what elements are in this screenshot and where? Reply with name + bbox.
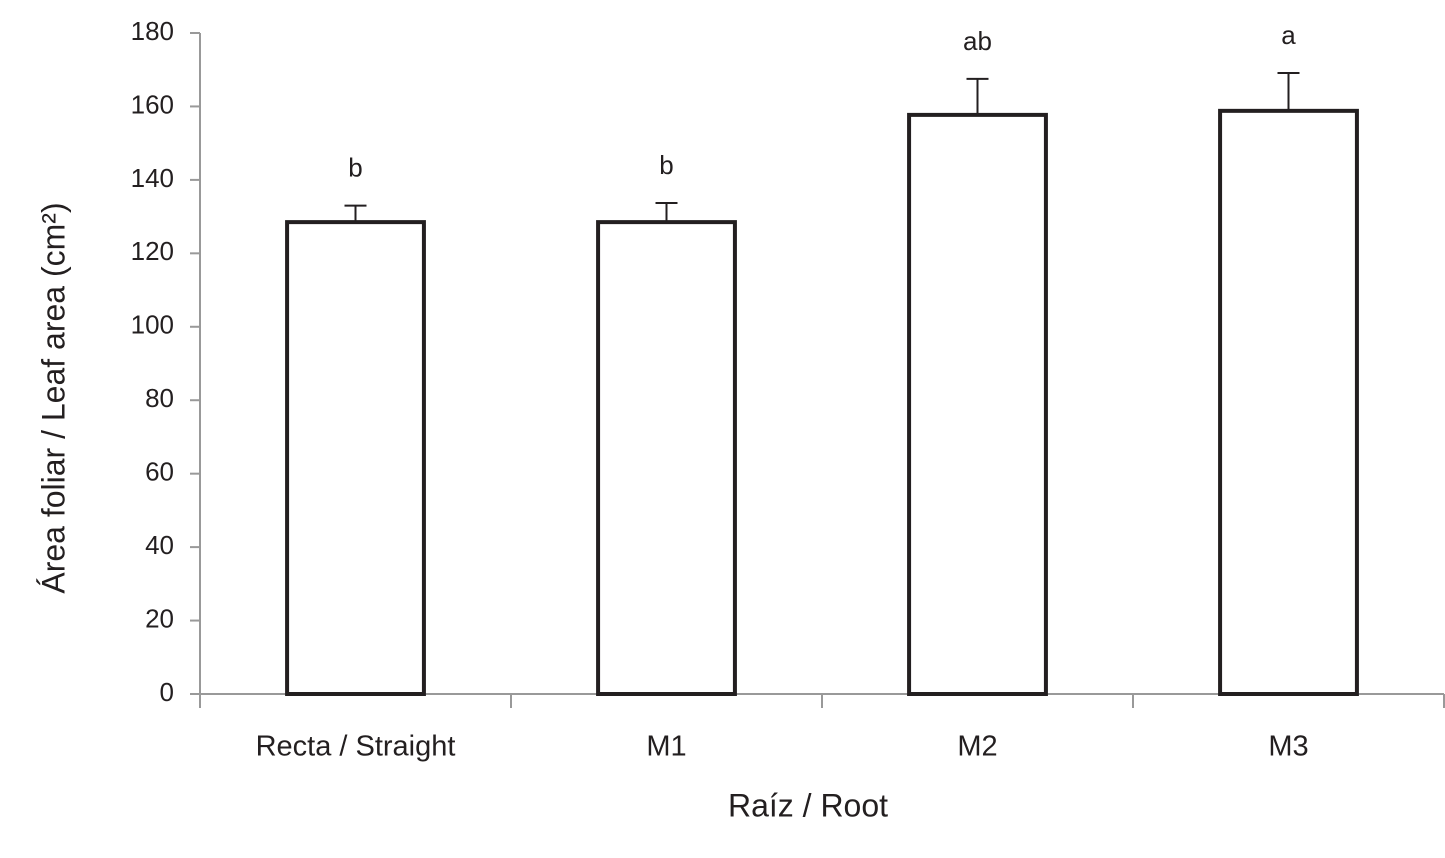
y-tick-label: 80 xyxy=(145,383,174,413)
bar xyxy=(1218,108,1359,696)
y-tick-label: 20 xyxy=(145,603,174,633)
y-tick-label: 140 xyxy=(131,163,174,193)
y-tick-label: 180 xyxy=(131,16,174,46)
y-tick-label: 0 xyxy=(160,677,174,707)
bar xyxy=(907,112,1048,696)
y-tick-label: 120 xyxy=(131,236,174,266)
y-tick-label: 40 xyxy=(145,530,174,560)
x-tick-label: M3 xyxy=(1268,731,1308,763)
significance-letter: ab xyxy=(963,26,992,56)
bar xyxy=(285,220,426,696)
y-tick-label: 160 xyxy=(131,89,174,119)
bar xyxy=(596,220,737,696)
significance-letter: a xyxy=(1281,20,1296,50)
x-axis-label: Raíz / Root xyxy=(728,787,888,823)
y-axis-label: Área foliar / Leaf area (cm²) xyxy=(35,202,71,593)
significance-letter: b xyxy=(348,152,362,182)
y-tick-label: 100 xyxy=(131,310,174,340)
x-tick-label: M1 xyxy=(646,731,686,763)
x-tick-label: M2 xyxy=(957,731,997,763)
y-tick-label: 60 xyxy=(145,457,174,487)
x-tick-label: Recta / Straight xyxy=(256,731,456,763)
significance-letter: b xyxy=(659,150,673,180)
